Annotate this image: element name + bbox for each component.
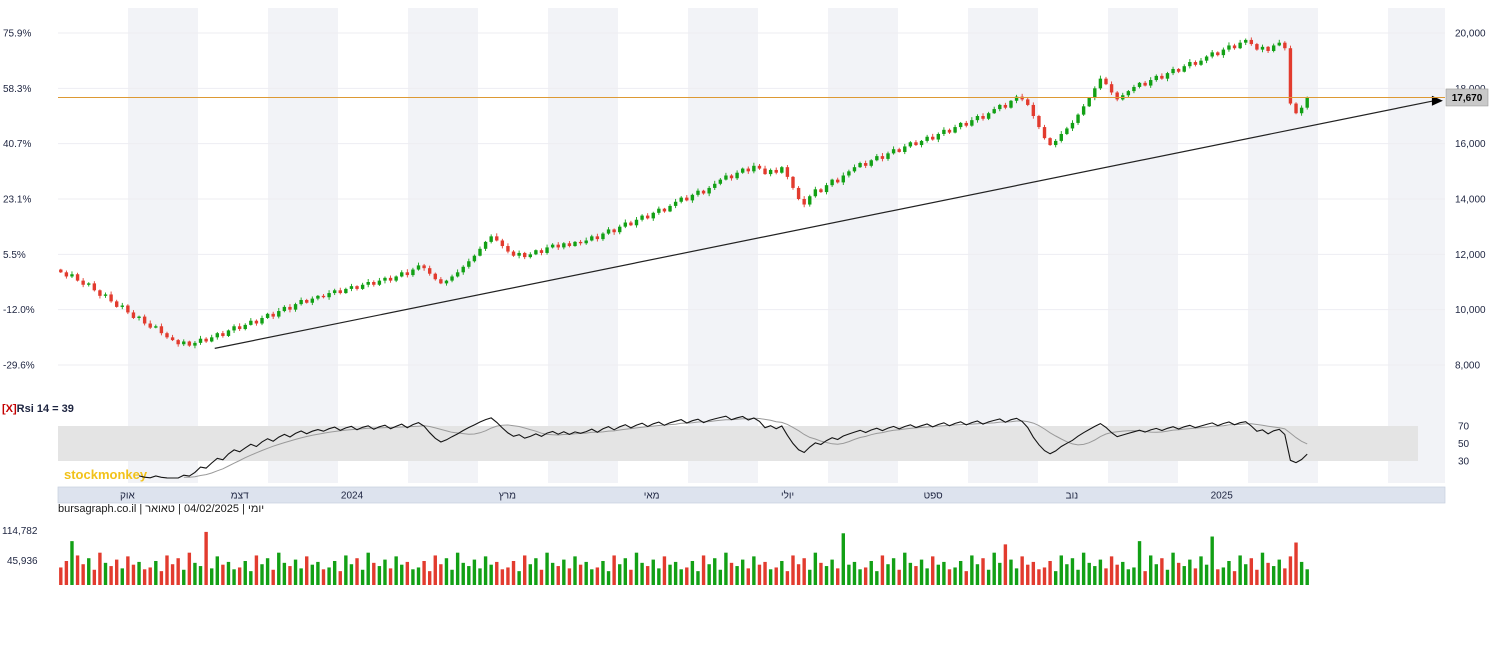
date-tick-label: אוק <box>120 491 135 502</box>
date-tick-label: 2025 <box>1211 491 1234 502</box>
percent-axis-label: 75.9% <box>3 29 31 40</box>
last-price-tag: 17,670 <box>1445 88 1489 107</box>
price-axis-label: 10,000 <box>1455 305 1486 316</box>
rsi-line <box>138 415 1308 479</box>
rsi-indicator-label: [X]Rsi 14 = 39 <box>2 403 74 415</box>
date-tick-label: מאי <box>644 491 660 502</box>
percent-axis-label: 40.7% <box>3 139 31 150</box>
volume-axis-label-max: 114,782 <box>2 526 38 537</box>
volume-bars <box>59 531 1309 585</box>
price-axis-label: 16,000 <box>1455 139 1486 150</box>
percent-axis-label: 5.5% <box>3 250 26 261</box>
watermark: stockmonkey <box>64 467 148 482</box>
price-axis-label: 14,000 <box>1455 195 1486 206</box>
month-stripes <box>128 8 1445 483</box>
price-axis-label: 8,000 <box>1455 361 1480 372</box>
percent-axis-label: 23.1% <box>3 195 31 206</box>
candlestick-series <box>59 37 1309 349</box>
date-tick-label: יולי <box>781 490 794 502</box>
date-axis: אוק דצמ 2024 מרץ מאי יולי ספט נוב 2025 <box>57 486 1446 504</box>
date-tick-label: נוב <box>1066 491 1079 502</box>
price-gridlines <box>58 32 1445 366</box>
date-tick-label: ספט <box>924 491 944 502</box>
date-tick-label: 2024 <box>341 491 364 502</box>
rsi-band: 70 50 30 <box>58 422 1470 468</box>
price-axis-label: 20,000 <box>1455 29 1486 40</box>
rsi-remove-button[interactable]: [X] <box>2 403 17 415</box>
percent-axis-label: -12.0% <box>3 305 35 316</box>
percent-axis-label: -29.6% <box>3 361 35 372</box>
percent-axis-label: 58.3% <box>3 84 31 95</box>
rsi-axis-label: 30 <box>1458 457 1470 468</box>
rsi-axis-label: 70 <box>1458 422 1470 433</box>
volume-axis-label-mid: 45,936 <box>7 556 38 567</box>
rsi-label-text: Rsi 14 = 39 <box>16 403 74 415</box>
svg-text:17,670: 17,670 <box>1452 93 1483 104</box>
trendline <box>214 95 1443 349</box>
date-tick-label: מרץ <box>499 491 516 502</box>
date-tick-label: דצמ <box>231 491 249 502</box>
rsi-axis-label: 50 <box>1458 439 1470 450</box>
price-axis-label: 12,000 <box>1455 250 1486 261</box>
status-bar: יומי | 04/02/2025 | טאואר | bursagraph.c… <box>58 503 265 515</box>
